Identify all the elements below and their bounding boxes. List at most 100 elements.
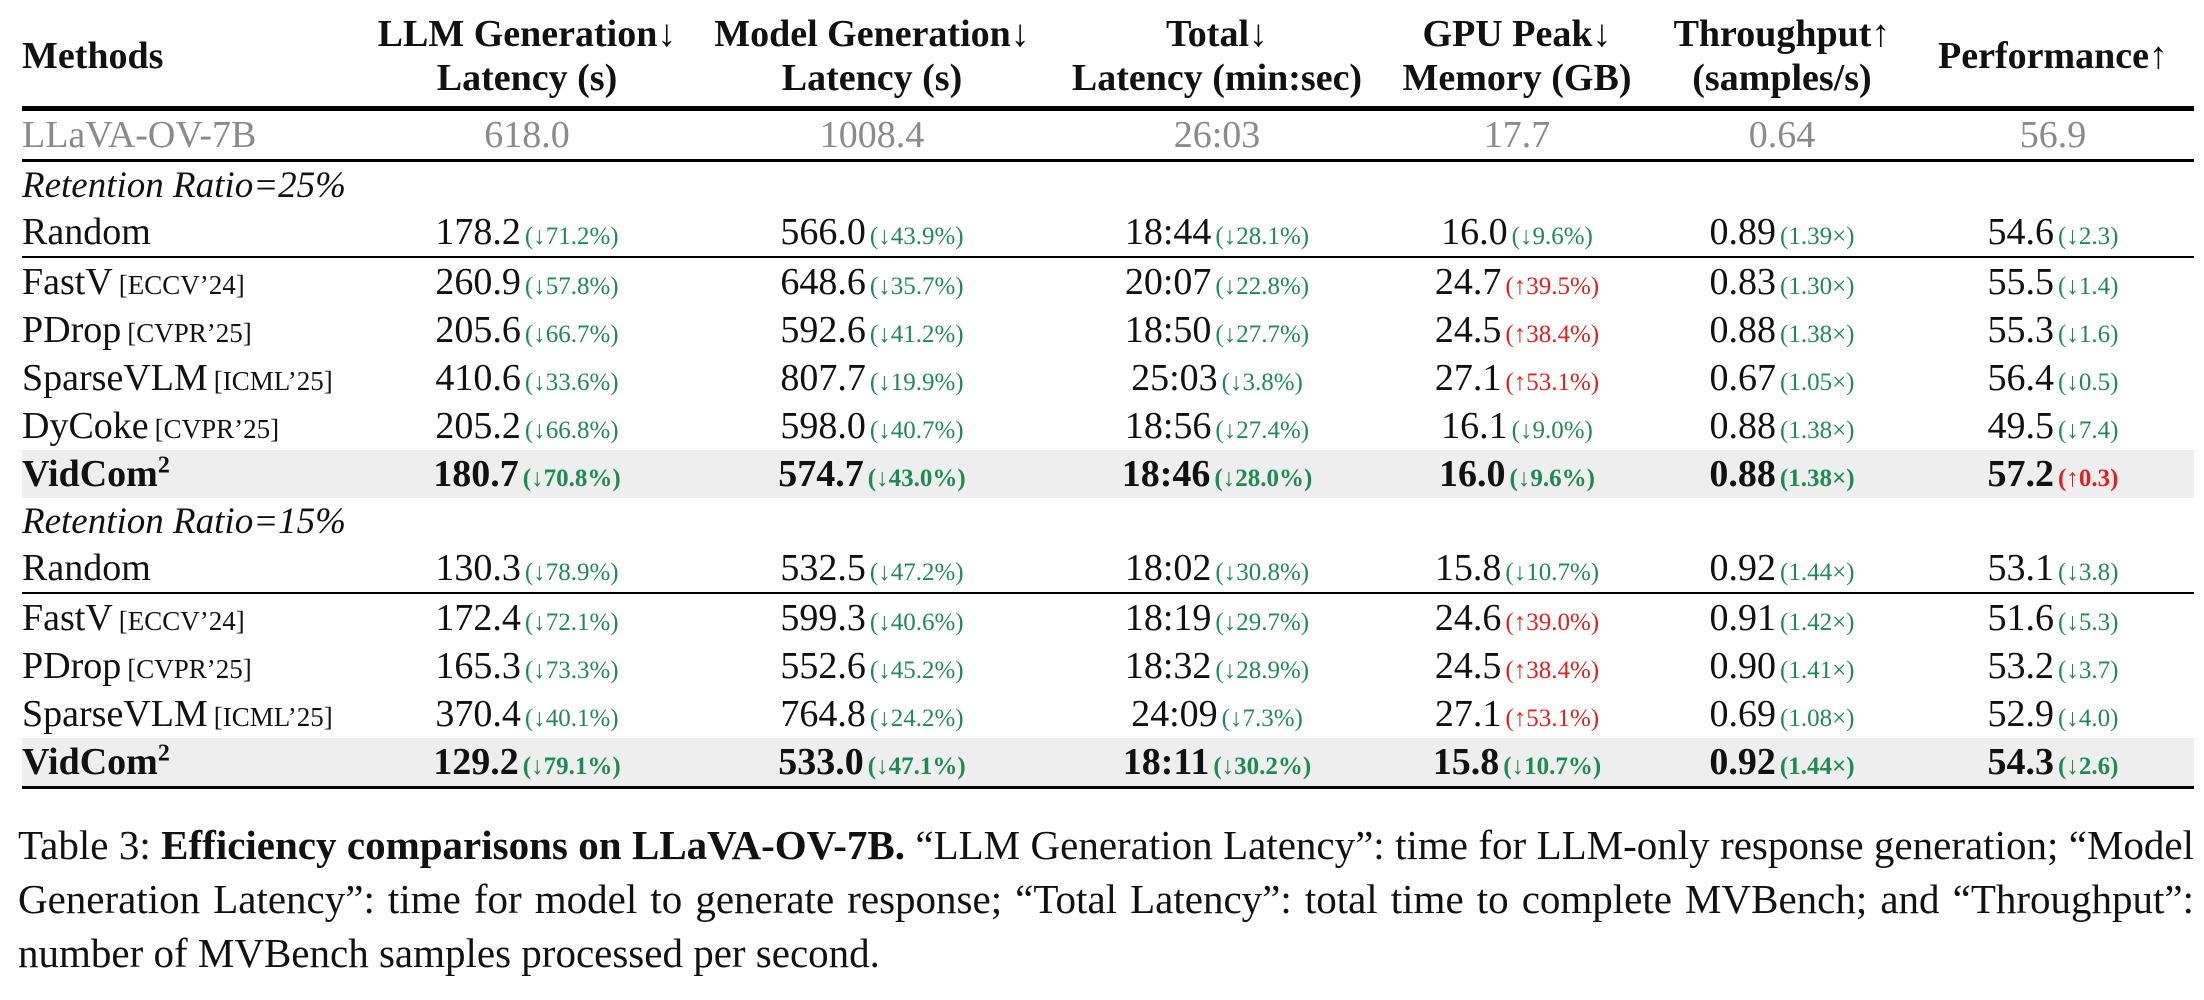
cell-value: 552.6: [780, 645, 866, 687]
method-name: VidCom: [22, 741, 158, 783]
value-cell: 533.0 (↓47.1%): [692, 738, 1052, 789]
cell-value: 0.92: [1709, 547, 1777, 589]
table-container: Methods LLM Generation↓ Latency (s) Model…: [22, 8, 2194, 789]
baseline-cell: 56.9: [1912, 108, 2194, 162]
cell-value: 566.0: [780, 211, 866, 253]
table-row: PDrop [CVPR’25] 205.6 (↓66.7%) 592.6 (↓41.2%)…: [22, 306, 2194, 354]
cell-value: 18:32: [1124, 645, 1212, 687]
baseline-cell: 1008.4: [692, 108, 1052, 162]
method-cell: SparseVLM [ICML’25]: [22, 354, 362, 402]
header-methods: Methods: [22, 35, 164, 77]
cell-delta: (↓3.8%): [1221, 369, 1303, 396]
cell-delta: (↓40.6%): [869, 609, 964, 636]
value-cell: 15.8 (↓10.7%): [1382, 544, 1652, 594]
value-cell: 24.6 (↑39.0%): [1382, 593, 1652, 642]
cell-value: 532.5: [780, 547, 866, 589]
cell-value: 0.89: [1709, 211, 1777, 253]
table-row: FastV [ECCV’24] 172.4 (↓72.1%) 599.3 (↓40.6%)…: [22, 593, 2194, 642]
header-total-latency: Total↓ Latency (min:sec): [1071, 13, 1363, 99]
group-header-row: Retention Ratio=15%: [22, 498, 2194, 544]
value-cell: 0.88 (1.38×): [1652, 402, 1912, 450]
value-cell: 566.0 (↓43.9%): [692, 208, 1052, 258]
cell-delta: (↓9.6%): [1511, 223, 1593, 250]
cell-delta: (↓33.6%): [524, 369, 619, 396]
cell-delta: (↓2.3): [2058, 223, 2119, 250]
value-cell: 370.4 (↓40.1%): [362, 690, 692, 738]
header-throughput: Throughput↑ (samples/s): [1673, 13, 1891, 99]
cell-value: 205.2: [435, 405, 521, 447]
cell-value: 130.3: [435, 547, 521, 589]
table-row: VidCom2 129.2 (↓79.1%) 533.0 (↓47.1%) 18:11 (↓…: [22, 738, 2194, 789]
value-cell: 24.7 (↑39.5%): [1382, 257, 1652, 306]
cell-delta: (↓3.8): [2058, 559, 2119, 586]
cell-delta: (↓47.2%): [869, 559, 964, 586]
venue-tag: [CVPR’25]: [127, 654, 252, 684]
cell-delta: (1.05×): [1780, 369, 1855, 396]
method-name: VidCom: [22, 453, 158, 495]
cell-delta: (↓40.7%): [869, 417, 964, 444]
cell-delta: (↓28.1%): [1215, 223, 1310, 250]
cell-delta: (1.38×): [1780, 417, 1855, 444]
value-cell: 18:02 (↓30.8%): [1052, 544, 1382, 594]
group-title: Retention Ratio=25%: [22, 164, 346, 206]
cell-delta: (↓28.9%): [1215, 657, 1310, 684]
value-cell: 0.88 (1.38×): [1652, 306, 1912, 354]
cell-value: 16.0: [1441, 211, 1508, 253]
cell-delta: (↓71.2%): [524, 223, 619, 250]
cell-delta: (↓7.4): [2058, 417, 2119, 444]
value-cell: 16.0 (↓9.6%): [1382, 450, 1652, 498]
cell-value: 129.2: [433, 741, 519, 783]
cell-delta: (↓41.2%): [869, 321, 964, 348]
cell-delta: (↓47.1%): [867, 753, 966, 780]
value-cell: 16.0 (↓9.6%): [1382, 208, 1652, 258]
value-cell: 807.7 (↓19.9%): [692, 354, 1052, 402]
baseline-method: LLaVA-OV-7B: [22, 108, 362, 162]
cell-value: 53.2: [1987, 645, 2055, 687]
cell-value: 53.1: [1987, 547, 2055, 589]
cell-delta: (↓43.0%): [867, 465, 966, 492]
cell-delta: (↑39.5%): [1505, 273, 1600, 300]
cell-delta: (↓66.8%): [524, 417, 619, 444]
table-row: SparseVLM [ICML’25] 370.4 (↓40.1%) 764.8 (↓24…: [22, 690, 2194, 738]
cell-delta: (↓10.7%): [1503, 753, 1602, 780]
cell-value: 648.6: [780, 261, 866, 303]
cell-value: 24.6: [1434, 597, 1502, 639]
cell-delta: (↓27.4%): [1215, 417, 1310, 444]
method-cell: SparseVLM [ICML’25]: [22, 690, 362, 738]
group-header-row: Retention Ratio=25%: [22, 161, 2194, 209]
table-body: LLaVA-OV-7B 618.0 1008.4 26:03 17.7 0.64…: [22, 108, 2194, 789]
cell-delta: (↓40.1%): [524, 705, 619, 732]
value-cell: 598.0 (↓40.7%): [692, 402, 1052, 450]
header-llm-latency: LLM Generation↓ Latency (s): [377, 13, 677, 99]
value-cell: 574.7 (↓43.0%): [692, 450, 1052, 498]
cell-delta: (1.41×): [1780, 657, 1855, 684]
cell-value: 18:02: [1124, 547, 1212, 589]
venue-tag: [ICML’25]: [213, 702, 333, 732]
value-cell: 0.83 (1.30×): [1652, 257, 1912, 306]
cell-delta: (↓0.5): [2058, 369, 2119, 396]
cell-delta: (↑39.0%): [1505, 609, 1600, 636]
cell-delta: (↓70.8%): [522, 465, 621, 492]
header-performance: Performance↑: [1938, 35, 2168, 77]
table-row: Random 130.3 (↓78.9%) 532.5 (↓47.2%) 18:02 (↓3…: [22, 544, 2194, 594]
value-cell: 16.1 (↓9.0%): [1382, 402, 1652, 450]
method-name: PDrop: [22, 309, 122, 351]
value-cell: 532.5 (↓47.2%): [692, 544, 1052, 594]
cell-value: 54.3: [1987, 741, 2055, 783]
venue-tag: [ECCV’24]: [118, 270, 245, 300]
value-cell: 410.6 (↓33.6%): [362, 354, 692, 402]
cell-value: 574.7: [778, 453, 864, 495]
method-name: FastV: [22, 261, 113, 303]
cell-value: 0.69: [1709, 693, 1777, 735]
cell-delta: (↓29.7%): [1215, 609, 1310, 636]
cell-delta: (1.38×): [1779, 465, 1855, 492]
cell-value: 0.67: [1709, 357, 1777, 399]
value-cell: 27.1 (↑53.1%): [1382, 690, 1652, 738]
cell-delta: (↓72.1%): [524, 609, 619, 636]
method-superscript: 2: [157, 740, 170, 767]
cell-delta: (↓4.0): [2058, 705, 2119, 732]
cell-value: 20:07: [1124, 261, 1212, 303]
table-row: DyCoke [CVPR’25] 205.2 (↓66.8%) 598.0 (↓40.7%…: [22, 402, 2194, 450]
cell-value: 16.0: [1439, 453, 1506, 495]
cell-value: 180.7: [433, 453, 519, 495]
